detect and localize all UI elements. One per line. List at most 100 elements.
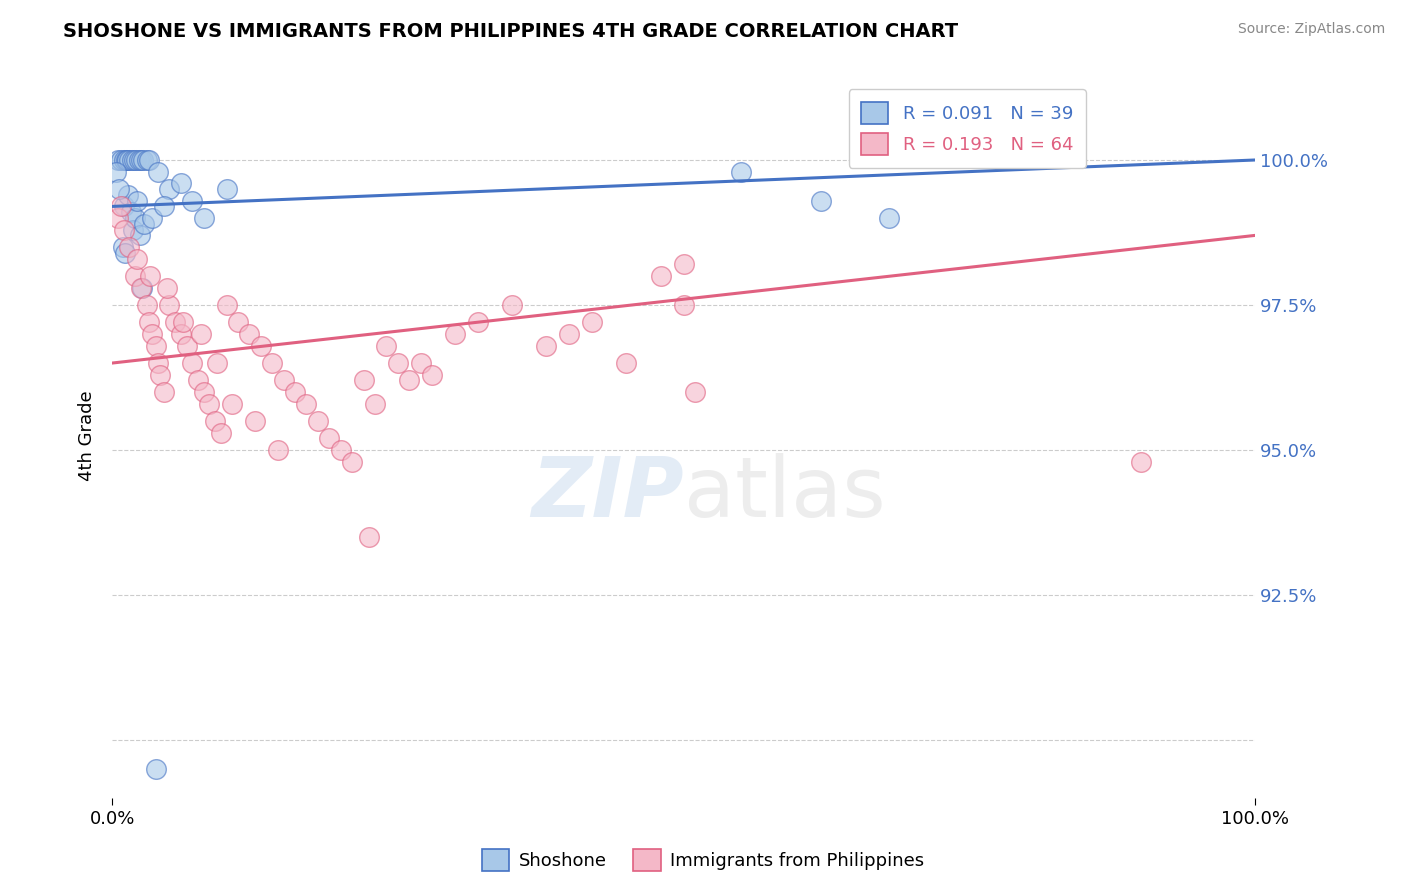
Point (128, 153, 150, 167)
Point (141, 326, 163, 341)
Point (359, 530, 381, 544)
Point (120, 205, 142, 219)
Point (187, 374, 209, 388)
Point (107, 211, 129, 225)
Point (683, 385, 706, 400)
Point (181, 194, 204, 208)
Point (117, 187, 139, 202)
Point (877, 211, 900, 225)
Point (243, 414, 266, 428)
Point (107, 153, 129, 167)
Y-axis label: 4th Grade: 4th Grade (79, 390, 96, 481)
Point (135, 298, 157, 312)
Point (581, 315, 603, 329)
Point (329, 443, 352, 458)
Point (190, 326, 212, 341)
Point (444, 326, 467, 341)
Point (307, 414, 329, 428)
Point (124, 268, 146, 283)
Point (267, 443, 290, 458)
Point (536, 338, 558, 352)
Point (238, 326, 260, 341)
Point (193, 385, 215, 400)
Point (730, 164, 752, 178)
Text: atlas: atlas (683, 453, 886, 534)
Point (152, 385, 174, 400)
Point (672, 257, 695, 271)
Point (134, 217, 156, 231)
Point (112, 222, 135, 236)
Point (165, 315, 187, 329)
Point (112, 153, 135, 167)
Text: Source: ZipAtlas.com: Source: ZipAtlas.com (1237, 22, 1385, 37)
Point (273, 374, 295, 388)
Point (127, 194, 149, 208)
Point (157, 298, 180, 312)
Point (226, 315, 249, 329)
Point (318, 432, 340, 446)
Point (409, 356, 432, 370)
Point (128, 228, 150, 243)
Point (152, 199, 174, 213)
Point (616, 356, 638, 370)
Legend: Shoshone, Immigrants from Philippines: Shoshone, Immigrants from Philippines (475, 842, 931, 879)
Point (146, 164, 169, 178)
Point (170, 176, 193, 190)
Point (138, 153, 160, 167)
Point (650, 268, 672, 283)
Point (176, 338, 198, 352)
Point (353, 374, 375, 388)
Point (139, 268, 162, 283)
Point (149, 368, 172, 382)
Point (108, 182, 131, 196)
Text: SHOSHONE VS IMMIGRANTS FROM PHILIPPINES 4TH GRADE CORRELATION CHART: SHOSHONE VS IMMIGRANTS FROM PHILIPPINES … (63, 22, 959, 41)
Point (221, 397, 243, 411)
Point (122, 153, 145, 167)
Point (145, 338, 167, 352)
Point (170, 326, 193, 341)
Point (114, 245, 136, 260)
Point (121, 153, 143, 167)
Point (157, 182, 180, 196)
Point (501, 298, 523, 312)
Point (118, 153, 141, 167)
Point (193, 211, 215, 225)
Point (284, 385, 307, 400)
Point (181, 356, 204, 370)
Point (156, 280, 179, 294)
Point (215, 298, 238, 312)
Point (215, 182, 238, 196)
Point (558, 326, 581, 341)
Point (172, 315, 194, 329)
Point (1129, 455, 1152, 469)
Point (121, 222, 143, 236)
Point (111, 240, 134, 254)
Text: ZIP: ZIP (531, 453, 683, 534)
Point (672, 298, 695, 312)
Point (141, 211, 163, 225)
Point (467, 315, 489, 329)
Point (115, 153, 138, 167)
Point (262, 356, 284, 370)
Point (131, 280, 153, 294)
Point (340, 455, 363, 469)
Point (129, 153, 152, 167)
Point (135, 153, 157, 167)
Point (104, 164, 127, 178)
Point (398, 374, 420, 388)
Point (125, 153, 148, 167)
Point (207, 356, 229, 370)
Point (129, 280, 152, 294)
Point (249, 338, 271, 352)
Point (420, 368, 443, 382)
Point (295, 397, 318, 411)
Point (118, 240, 141, 254)
Point (115, 153, 138, 167)
Point (127, 252, 149, 266)
Point (112, 199, 135, 213)
Point (132, 153, 155, 167)
Point (110, 153, 132, 167)
Legend: R = 0.091   N = 39, R = 0.193   N = 64: R = 0.091 N = 39, R = 0.193 N = 64 (849, 89, 1085, 168)
Point (198, 397, 221, 411)
Point (138, 315, 160, 329)
